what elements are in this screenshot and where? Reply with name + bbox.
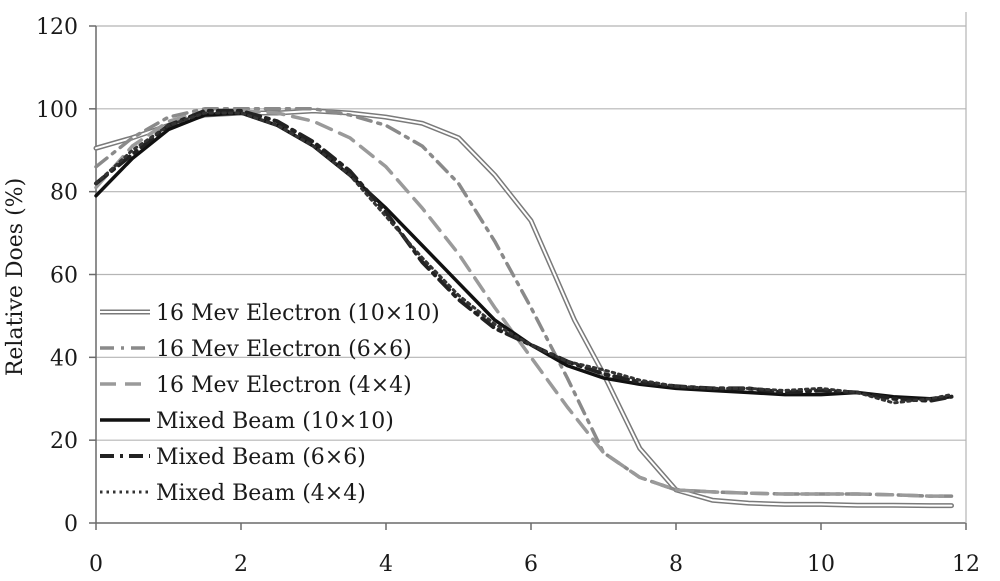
series-path <box>94 108 954 403</box>
legend: 16 Mev Electron (10×10) 16 Mev Electron (… <box>100 301 440 506</box>
series-path <box>94 107 954 498</box>
y-tick-label: 40 <box>50 346 78 371</box>
legend-label: Mixed Beam (10×10) <box>156 409 394 434</box>
y-tick-label: 20 <box>50 429 78 454</box>
legend-item: 16 Mev Electron (10×10) <box>100 301 440 326</box>
legend-item: Mixed Beam (4×4) <box>100 481 366 506</box>
x-tick-label: 12 <box>952 552 980 577</box>
x-tick-label: 8 <box>669 552 683 577</box>
series-path <box>94 111 953 405</box>
legend-item: Mixed Beam (6×6) <box>100 445 366 470</box>
legend-label: 16 Mev Electron (4×4) <box>156 373 412 398</box>
legend-item: 16 Mev Electron (4×4) <box>100 373 412 398</box>
x-tick-label: 4 <box>379 552 393 577</box>
series-line-6 <box>94 111 953 405</box>
series-lines <box>93 107 954 509</box>
y-tick-label: 100 <box>36 98 78 123</box>
series-line-2 <box>94 107 954 498</box>
x-tick-label: 6 <box>524 552 538 577</box>
x-tick-label: 10 <box>807 552 835 577</box>
y-axis-label: Relative Does (%) <box>3 178 28 376</box>
axes <box>89 12 967 530</box>
y-tick-label: 80 <box>50 181 78 206</box>
legend-label: 16 Mev Electron (10×10) <box>156 301 440 326</box>
legend-label: Mixed Beam (4×4) <box>156 481 366 506</box>
y-tick-label: 60 <box>50 264 78 289</box>
x-tick-label: 0 <box>89 552 103 577</box>
legend-label: Mixed Beam (6×6) <box>156 445 366 470</box>
x-tick-labels: 0 2 4 6 8 10 12 <box>89 552 980 577</box>
series-line-5 <box>94 108 954 403</box>
legend-item: Mixed Beam (10×10) <box>100 409 394 434</box>
y-tick-label: 120 <box>36 15 78 40</box>
y-tick-labels: 0 20 40 60 80 100 120 <box>36 15 78 537</box>
y-tick-label: 0 <box>64 512 78 537</box>
legend-item: 16 Mev Electron (6×6) <box>100 337 412 362</box>
legend-label: 16 Mev Electron (6×6) <box>156 337 412 362</box>
x-tick-label: 2 <box>234 552 248 577</box>
